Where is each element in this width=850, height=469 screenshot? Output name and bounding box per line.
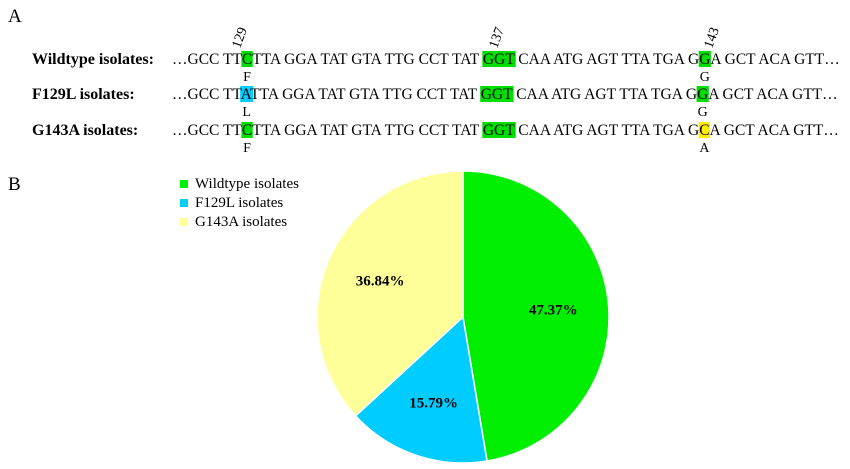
highlighted-base: G	[699, 51, 710, 68]
sequence-text: …GCC TTCTTA GGA TAT GTA TTG CCT TAT GGT …	[172, 51, 840, 68]
sequence-segment: …GCC TT	[172, 51, 242, 68]
base-highlight	[480, 86, 514, 102]
sequence-text: …GCC TTATTA GGA TAT GTA TTG CCT TAT GGT …	[172, 86, 838, 103]
highlighted-base: C	[699, 122, 709, 139]
slice-label: 15.79%	[409, 396, 458, 412]
sequence-segment: TTA GGA TAT GTA TTG CCT TAT	[250, 86, 481, 103]
sequence-segment: A GCT ACA GTT…	[710, 51, 839, 68]
position-label-143: 143	[702, 26, 723, 51]
highlighted-base: GGT	[483, 51, 515, 68]
pie-slice	[462, 170, 610, 462]
legend-item: Wildtype isolates	[180, 176, 299, 192]
sequence-alignment: 129 137 143 Wildtype isolates: …GCC TTCTT…	[32, 26, 840, 156]
position-label-129: 129	[230, 26, 251, 51]
sequence-segment: TTA GGA TAT GTA TTG CCT TAT	[252, 122, 483, 139]
base-highlight	[241, 51, 253, 67]
highlighted-base: G	[697, 86, 708, 103]
base-highlight	[482, 122, 516, 138]
legend-item: G143A isolates	[180, 214, 287, 230]
highlighted-base: C	[242, 122, 252, 139]
amino-acid-143: G	[698, 105, 708, 120]
pie-chart: 47.37% 15.79% 36.84%	[316, 170, 610, 464]
row-label: F129L isolates:	[32, 86, 135, 103]
legend-swatch	[180, 199, 188, 207]
legend-swatch	[180, 180, 188, 188]
base-highlight	[696, 86, 709, 102]
sequence-segment: TTA GGA TAT GTA TTG CCT TAT	[252, 51, 483, 68]
chart-legend: Wildtype isolates F129L isolates G143A iso…	[180, 176, 299, 230]
amino-acid-129: F	[243, 70, 251, 85]
amino-acid-143: G	[700, 70, 710, 85]
pie-slice	[354, 315, 488, 464]
slice-label: 47.37%	[529, 303, 578, 319]
position-label-137: 137	[487, 26, 508, 51]
amino-acid-129: F	[243, 141, 251, 156]
sequence-segment: CAA ATG AGT TTA TGA G	[514, 122, 699, 139]
sequence-row: Wildtype isolates: …GCC TTCTTA GGA TAT GT…	[32, 51, 840, 85]
legend-swatch	[180, 218, 188, 226]
sequence-segment: CAA ATG AGT TTA TGA G	[514, 51, 699, 68]
sequence-segment: A GCT ACA GTT…	[710, 122, 839, 139]
legend-item: F129L isolates	[180, 195, 283, 211]
sequence-row: F129L isolates: …GCC TTATTA GGA TAT GTA T…	[32, 86, 838, 120]
sequence-segment: A GCT ACA GTT…	[708, 86, 837, 103]
position-labels: 129 137 143	[230, 26, 723, 51]
sequence-segment: …GCC TT	[172, 122, 242, 139]
legend-label: Wildtype isolates	[195, 176, 299, 192]
highlighted-base: C	[242, 51, 252, 68]
base-highlight	[698, 51, 711, 67]
slice-label: 36.84%	[356, 274, 405, 290]
legend-label: G143A isolates	[195, 214, 287, 230]
panel-a-label: A	[8, 6, 22, 27]
base-highlight	[240, 86, 254, 102]
highlighted-base: GGT	[483, 122, 515, 139]
sequence-row: G143A isolates: …GCC TTCTTA GGA TAT GTA T…	[32, 122, 839, 156]
amino-acid-129: L	[242, 105, 251, 120]
legend-label: F129L isolates	[195, 195, 283, 211]
base-highlight	[698, 122, 711, 138]
panel-b-label: B	[8, 174, 21, 195]
row-label: G143A isolates:	[32, 122, 138, 139]
sequence-segment: …GCC TT	[172, 86, 242, 103]
row-label: Wildtype isolates:	[32, 51, 154, 68]
sequence-text: …GCC TTCTTA GGA TAT GTA TTG CCT TAT GGT …	[172, 122, 839, 139]
pie-slice	[316, 170, 464, 417]
sequence-segment: CAA ATG AGT TTA TGA G	[512, 86, 697, 103]
highlighted-base: A	[241, 86, 253, 103]
highlighted-base: GGT	[481, 86, 513, 103]
base-highlight	[482, 51, 516, 67]
base-highlight	[241, 122, 253, 138]
amino-acid-143: A	[699, 141, 710, 156]
sequence-rows: Wildtype isolates: …GCC TTCTTA GGA TAT GT…	[32, 51, 840, 156]
